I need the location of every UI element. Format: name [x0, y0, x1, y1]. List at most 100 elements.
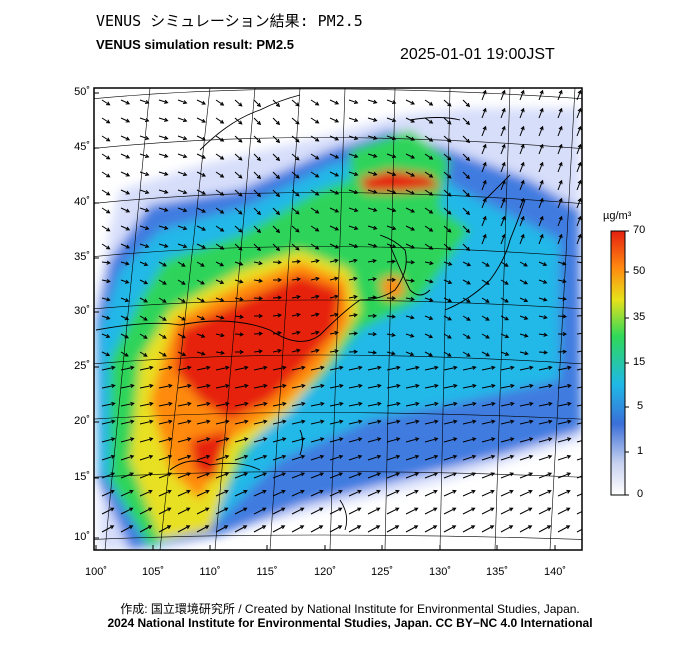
wind-arrow — [215, 489, 229, 497]
wind-arrow — [519, 472, 534, 479]
wind-arrow — [519, 279, 529, 285]
wind-arrow — [310, 312, 320, 317]
wind-arrow — [405, 315, 415, 320]
wind-arrow — [367, 350, 377, 355]
pm25-field — [94, 88, 582, 550]
wind-arrow — [101, 525, 115, 533]
wind-arrow — [139, 351, 148, 357]
wind-arrow — [253, 419, 268, 425]
wind-arrow — [443, 507, 457, 515]
lat-label: 40˚ — [74, 196, 90, 208]
wind-arrow — [462, 472, 477, 479]
axis-ticks — [94, 92, 556, 550]
wind-arrow — [405, 383, 420, 389]
wind-arrow — [367, 365, 382, 371]
wind-arrow — [481, 297, 490, 303]
lat-label: 45˚ — [74, 141, 90, 153]
wind-arrow — [177, 99, 188, 105]
wind-arrow — [272, 225, 281, 234]
wind-arrow — [557, 89, 563, 101]
wind-arrow — [291, 171, 300, 179]
wind-arrow — [215, 135, 225, 142]
wind-arrow — [177, 472, 192, 479]
wind-arrow — [329, 437, 344, 443]
wind-arrow — [310, 117, 320, 124]
wind-arrow — [234, 261, 244, 266]
wind-arrow — [196, 419, 211, 425]
wind-arrow — [177, 135, 188, 141]
wind-arrow — [291, 437, 306, 443]
colorbar-tick-label: 0 — [637, 488, 644, 500]
wind-arrow — [557, 383, 572, 389]
wind-arrow — [576, 422, 582, 425]
wind-arrow — [500, 507, 514, 515]
wind-arrow — [500, 125, 506, 137]
wind-arrow — [386, 332, 396, 338]
wind-arrow — [158, 153, 169, 158]
wind-arrow — [101, 189, 111, 196]
wind-arrow — [310, 437, 325, 443]
wind-arrow — [101, 297, 111, 302]
wind-arrow — [329, 294, 339, 299]
wind-arrow — [443, 243, 452, 251]
wind-arrow — [367, 189, 378, 194]
wind-arrow — [234, 99, 243, 107]
wind-arrow — [557, 437, 572, 443]
wind-arrow — [557, 419, 572, 425]
wind-arrow — [424, 365, 439, 371]
wind-arrow — [139, 383, 154, 389]
lon-label: 110˚ — [199, 566, 221, 578]
wind-arrow — [120, 365, 135, 371]
lon-label: 135˚ — [485, 566, 509, 578]
wind-arrow — [367, 135, 378, 140]
wind-arrow — [557, 401, 572, 407]
wind-arrow — [272, 525, 286, 533]
wind-arrow — [139, 333, 148, 339]
wind-arrow — [272, 472, 287, 479]
wind-arrow — [462, 525, 476, 533]
wind-arrow — [386, 171, 397, 177]
colorbar-tick-label: 70 — [633, 224, 646, 236]
wind-arrow — [462, 419, 477, 425]
wind-arrow — [234, 365, 249, 371]
wind-arrow — [215, 243, 225, 250]
map-frame — [93, 87, 583, 551]
wind-arrow — [405, 278, 415, 283]
wind-arrow — [424, 243, 434, 250]
wind-arrow — [196, 153, 207, 159]
wind-arrow — [519, 401, 534, 407]
wind-arrow — [443, 135, 452, 143]
wind-arrow — [310, 171, 320, 178]
wind-arrow — [386, 243, 397, 249]
wind-arrow — [538, 161, 544, 173]
wind-arrow — [367, 489, 381, 497]
wind-arrow — [481, 161, 487, 173]
wind-arrow — [139, 261, 149, 267]
wind-arrow — [234, 507, 248, 515]
wind-arrow — [424, 333, 434, 339]
wind-arrow — [272, 454, 287, 461]
wind-arrow — [272, 260, 283, 265]
wind-arrow — [405, 401, 420, 407]
wind-arrow — [405, 207, 416, 213]
wind-arrow — [234, 135, 243, 143]
wind-arrow — [367, 454, 382, 461]
wind-arrow — [519, 261, 528, 267]
wind-arrow — [481, 401, 496, 407]
wind-arrow — [481, 383, 496, 389]
wind-arrow — [310, 189, 320, 196]
wind-arrow — [101, 401, 116, 407]
wind-arrow — [481, 107, 487, 119]
wind-arrow — [196, 383, 211, 389]
wind-arrow — [500, 179, 506, 191]
wind-arrow — [158, 401, 173, 407]
wind-arrow — [443, 437, 458, 443]
wind-arrow — [367, 277, 377, 282]
wind-arrow — [424, 189, 434, 196]
wind-arrow — [405, 333, 415, 338]
wind-vectors — [101, 89, 582, 533]
wind-arrow — [215, 437, 230, 443]
wind-arrow — [196, 401, 211, 407]
wind-arrow — [443, 261, 453, 266]
wind-arrow — [348, 331, 358, 336]
